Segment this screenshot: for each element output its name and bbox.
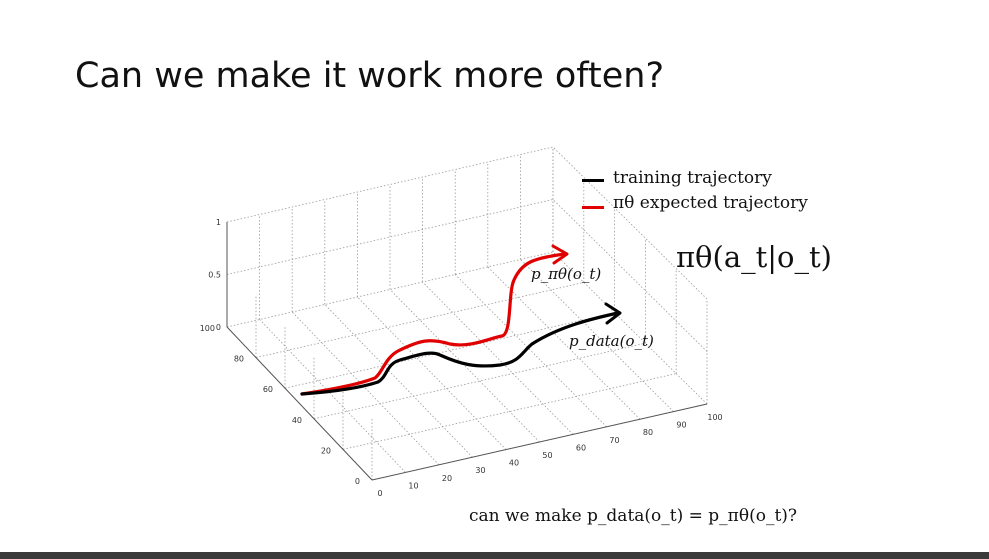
policy-equation: πθ(a_t|o_t) xyxy=(676,240,832,274)
legend-label-training: training trajectory xyxy=(613,168,772,188)
grid-line xyxy=(259,319,406,473)
x-tick-label: 50 xyxy=(542,451,552,460)
x-tick-label: 100 xyxy=(707,413,722,422)
grid-line xyxy=(324,304,473,458)
x-tick-label: 90 xyxy=(676,421,686,430)
grid-line xyxy=(313,342,646,420)
grid-line xyxy=(552,199,708,352)
grid-line xyxy=(255,282,584,358)
x-tick-label: 10 xyxy=(408,481,418,490)
z-tick-label: 0.5 xyxy=(208,271,221,280)
z-tick-label: 1 xyxy=(216,218,221,227)
grid-line xyxy=(342,373,677,450)
grid-line xyxy=(487,266,641,420)
z-tick-label: 0 xyxy=(216,323,221,332)
grid-line xyxy=(284,312,615,389)
y-tick-label: 20 xyxy=(321,446,331,455)
y-tick-label: 100 xyxy=(200,324,215,333)
legend-swatch-expected xyxy=(582,206,604,209)
x-tick-label: 30 xyxy=(475,466,485,475)
x-tick-label: 70 xyxy=(609,436,619,445)
x-tick-label: 20 xyxy=(442,474,452,483)
x-tick-label: 60 xyxy=(576,443,586,452)
training-trajectory-curve xyxy=(300,311,620,396)
x-tick-label: 0 xyxy=(377,489,382,498)
legend-swatch-training xyxy=(582,179,604,182)
grid-line xyxy=(389,289,540,443)
y-tick-label: 60 xyxy=(263,385,273,394)
x-tick-label: 40 xyxy=(509,459,519,468)
x-tick-label: 80 xyxy=(643,428,653,437)
axis-line xyxy=(226,326,373,481)
grid-line xyxy=(454,274,607,428)
data-trajectory-label: p_data(o_t) xyxy=(569,332,654,350)
y-tick-label: 0 xyxy=(355,477,360,486)
expected-trajectory-curve xyxy=(300,252,567,396)
y-tick-label: 40 xyxy=(292,416,302,425)
training-trajectory-arrowhead xyxy=(604,302,622,325)
expected-trajectory-label: p_πθ(o_t) xyxy=(531,265,601,283)
question-text: can we make p_data(o_t) = p_πθ(o_t)? xyxy=(469,506,798,526)
grid-line xyxy=(357,296,507,450)
axis-line xyxy=(371,403,708,481)
grid-line xyxy=(552,146,708,300)
grid-line xyxy=(422,281,574,435)
axis-tick-labels: 0 10 20 30 40 50 60 70 80 90 100 100 80 60 40 20 0 1 0.5 0 xyxy=(200,218,723,498)
slide-title: Can we make it work more often? xyxy=(75,56,665,96)
grid-line xyxy=(291,311,440,466)
grid-line xyxy=(552,251,708,405)
expected-trajectory-arrowhead xyxy=(551,244,569,265)
y-tick-label: 80 xyxy=(234,355,244,364)
legend-label-expected: πθ expected trajectory xyxy=(613,193,808,213)
bottom-bar xyxy=(0,552,989,559)
plot-axes xyxy=(226,222,708,481)
grid-line xyxy=(520,259,674,412)
